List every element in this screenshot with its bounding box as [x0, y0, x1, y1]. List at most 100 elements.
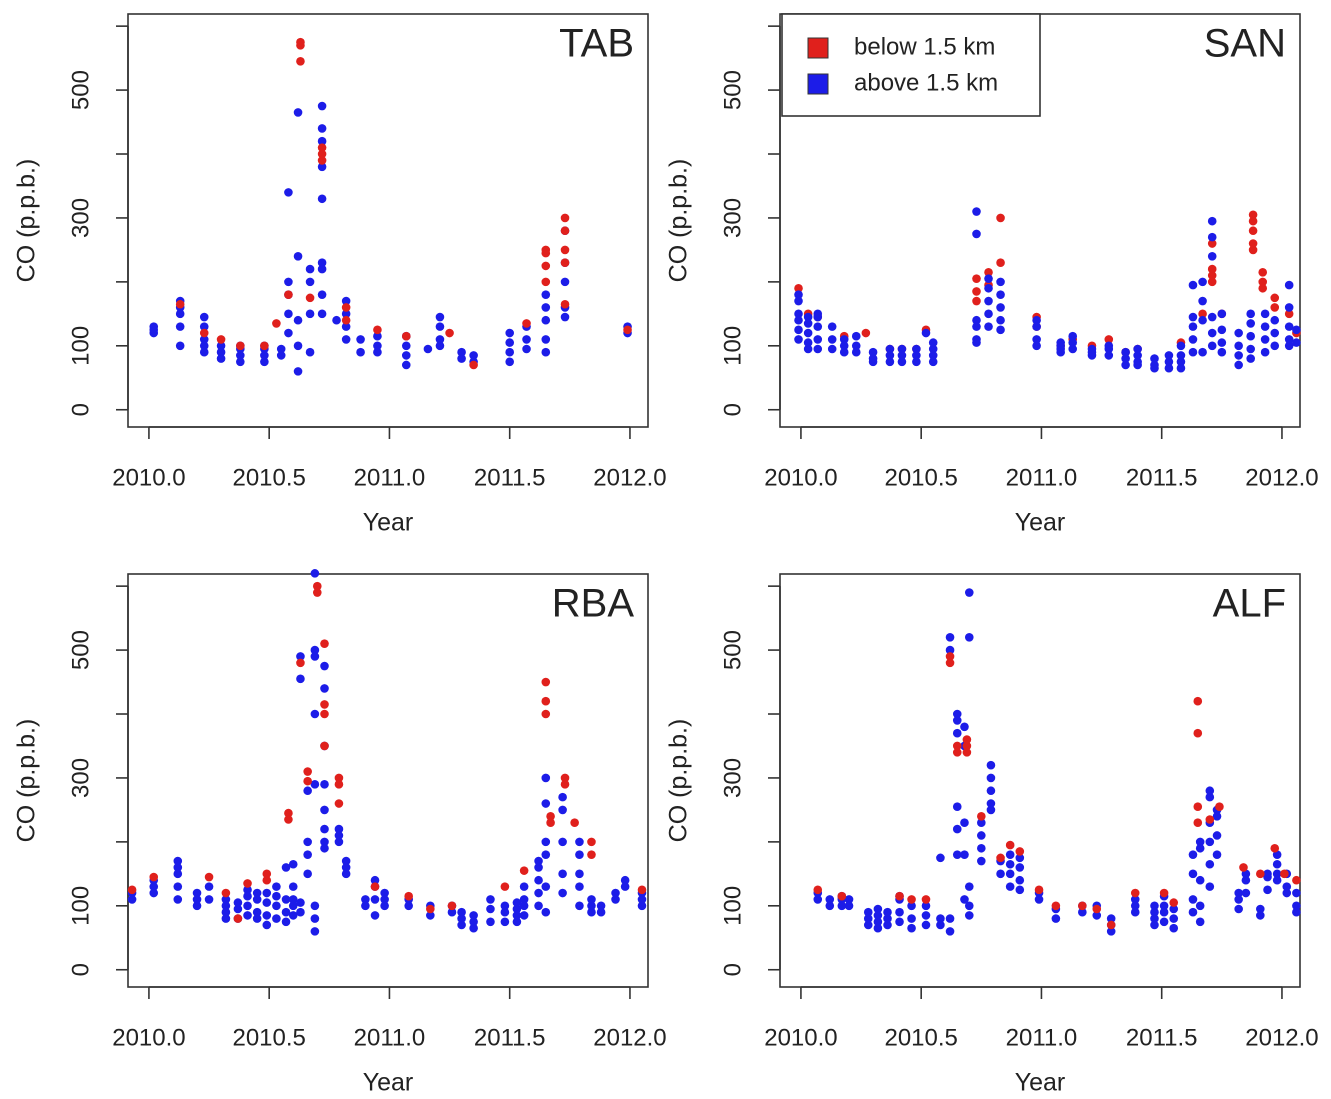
- data-point: [1234, 341, 1243, 351]
- data-point: [1188, 907, 1198, 917]
- data-point: [1198, 277, 1207, 287]
- data-point: [310, 709, 320, 719]
- data-point: [288, 895, 298, 904]
- data-point: [1015, 847, 1025, 856]
- data-point: [1056, 338, 1065, 347]
- data-point: [1164, 357, 1174, 367]
- data-point: [1246, 354, 1255, 363]
- data-point: [541, 290, 551, 299]
- data-point: [303, 767, 312, 776]
- data-point: [560, 213, 570, 223]
- data-point: [1272, 859, 1282, 869]
- data-point: [296, 37, 305, 47]
- data-point: [1034, 885, 1044, 895]
- data-point: [236, 341, 245, 351]
- y-axis-label: CO (p.p.b.): [13, 159, 41, 283]
- data-point: [334, 773, 344, 783]
- panel-title: RBA: [552, 582, 635, 626]
- data-point: [813, 322, 823, 331]
- data-point: [500, 907, 510, 917]
- data-point: [962, 741, 972, 751]
- data-point: [341, 309, 351, 319]
- x-tick-label: 2012.0: [593, 464, 666, 491]
- data-point: [1234, 360, 1243, 370]
- data-point: [1234, 328, 1243, 338]
- data-point: [575, 850, 584, 859]
- data-point: [199, 322, 209, 331]
- data-point: [426, 911, 435, 920]
- data-point: [897, 344, 907, 354]
- data-point: [813, 335, 823, 344]
- data-point: [1263, 869, 1272, 879]
- data-point: [928, 357, 938, 367]
- data-point: [243, 891, 252, 901]
- data-point: [236, 357, 245, 367]
- data-point: [500, 917, 510, 927]
- data-point: [469, 917, 478, 927]
- data-point: [637, 895, 647, 904]
- data-point: [960, 895, 969, 904]
- data-point: [1068, 331, 1078, 341]
- data-point: [276, 344, 286, 354]
- data-point: [637, 901, 647, 911]
- data-point: [317, 143, 327, 152]
- data-point: [1258, 267, 1268, 277]
- data-point: [519, 866, 529, 875]
- data-point: [216, 347, 226, 357]
- data-point: [1215, 802, 1224, 812]
- data-point: [897, 351, 907, 360]
- data-point: [960, 818, 969, 827]
- data-point: [912, 357, 921, 367]
- data-point: [1188, 312, 1198, 322]
- data-point: [1207, 341, 1217, 351]
- data-point: [1130, 895, 1140, 904]
- data-point: [435, 335, 445, 344]
- data-point: [928, 344, 938, 354]
- data-point: [334, 824, 344, 834]
- data-point: [296, 898, 305, 907]
- y-tick-label: 500: [719, 630, 746, 670]
- data-point: [620, 875, 630, 885]
- data-point: [284, 808, 293, 818]
- data-point: [861, 328, 871, 338]
- data-point: [303, 837, 312, 847]
- data-point: [1217, 347, 1227, 357]
- data-point: [895, 907, 904, 917]
- data-point: [827, 344, 837, 354]
- data-point: [1270, 843, 1280, 853]
- data-point: [435, 341, 445, 351]
- data-point: [457, 907, 466, 917]
- y-tick-label: 300: [67, 758, 94, 798]
- data-point: [803, 328, 813, 338]
- data-point: [972, 207, 981, 216]
- data-point: [541, 335, 551, 344]
- data-point: [252, 895, 262, 904]
- data-point: [977, 843, 986, 853]
- plot-frame: [779, 573, 1301, 988]
- data-point: [252, 914, 262, 923]
- data-point: [1207, 216, 1217, 226]
- data-point: [1169, 923, 1179, 933]
- data-point: [1032, 322, 1041, 331]
- data-point: [560, 299, 570, 309]
- data-point: [1292, 325, 1301, 335]
- data-point: [541, 303, 551, 312]
- data-point: [401, 360, 411, 370]
- data-point: [546, 812, 555, 821]
- y-axis-label: CO (p.p.b.): [665, 719, 693, 843]
- data-point: [1159, 917, 1169, 927]
- data-point: [370, 882, 380, 891]
- panel-title: ALF: [1213, 582, 1286, 626]
- data-point: [1005, 859, 1015, 869]
- data-point: [149, 888, 159, 898]
- data-point: [1239, 863, 1248, 872]
- data-point: [558, 837, 567, 847]
- data-point: [587, 907, 596, 917]
- data-point: [305, 277, 315, 287]
- data-point: [1282, 888, 1292, 898]
- data-point: [320, 780, 329, 789]
- panel: 2010.0 2010.5 2011.0 2011.5 2012.0 Year 0 100 30…: [13, 13, 667, 537]
- data-point: [986, 799, 996, 808]
- data-point: [317, 101, 327, 111]
